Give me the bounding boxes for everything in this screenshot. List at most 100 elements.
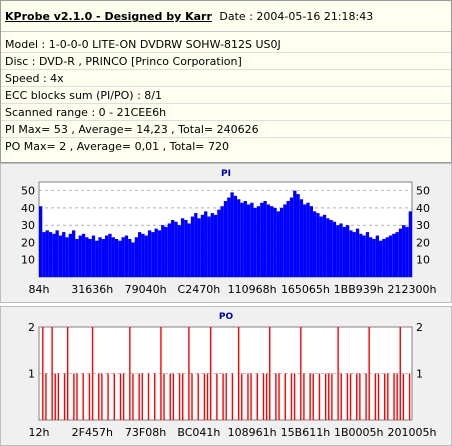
- data-bar: [260, 202, 264, 277]
- data-bar: [68, 233, 73, 277]
- data-bar: [329, 220, 333, 277]
- data-bar: [309, 206, 313, 277]
- data-bar: [382, 239, 386, 277]
- data-bar: [154, 373, 156, 420]
- data-bar: [105, 235, 109, 277]
- data-bar: [124, 235, 129, 277]
- data-bar: [392, 233, 396, 277]
- data-bar: [63, 373, 66, 420]
- data-bar: [349, 373, 352, 420]
- x-tick-label: 2F457h: [72, 426, 113, 439]
- data-bar: [42, 232, 46, 277]
- data-bar: [368, 327, 370, 420]
- data-bar: [378, 240, 383, 277]
- data-bar: [58, 235, 63, 277]
- data-bar: [340, 373, 342, 420]
- data-bar: [107, 373, 109, 420]
- y-tick-label-left: 40: [21, 202, 35, 215]
- data-bar: [213, 214, 218, 277]
- data-bar: [243, 201, 247, 277]
- data-bar: [52, 233, 56, 277]
- data-bar: [164, 226, 168, 277]
- data-bar: [108, 233, 112, 277]
- y-tick-label-right: 10: [416, 254, 430, 267]
- data-bar: [91, 327, 94, 420]
- data-bar: [365, 232, 370, 277]
- data-bar: [51, 327, 53, 420]
- data-bar: [45, 230, 49, 277]
- data-bar: [45, 373, 47, 420]
- data-bar: [147, 373, 150, 420]
- data-bar: [356, 373, 358, 420]
- data-bar: [111, 237, 115, 277]
- data-bar: [349, 230, 353, 277]
- data-bar: [396, 373, 398, 420]
- data-bar: [322, 214, 327, 277]
- data-bar: [76, 373, 78, 420]
- data-bar: [55, 230, 59, 277]
- data-bar: [374, 373, 377, 420]
- x-tick-label: C2470h: [178, 283, 221, 296]
- disc-info: Disc : DVD-R , PRINCO [Princo Corporatio…: [5, 55, 242, 68]
- data-bar: [217, 209, 221, 277]
- data-bar: [88, 373, 91, 420]
- data-bar: [256, 206, 261, 277]
- data-bar: [73, 373, 75, 420]
- data-bar: [101, 239, 106, 277]
- po-stats: PO Max= 2 , Average= 0,01 , Total= 720: [5, 140, 229, 153]
- data-bar: [122, 373, 125, 420]
- data-bar: [306, 202, 310, 277]
- data-bar: [262, 373, 265, 420]
- data-bar: [256, 373, 258, 420]
- x-tick-label: 1BB939h: [334, 283, 384, 296]
- data-bar: [172, 373, 175, 420]
- data-bar: [203, 373, 206, 420]
- x-tick-label: 212300h: [388, 283, 437, 296]
- data-bar: [336, 225, 340, 277]
- data-bar: [206, 373, 209, 420]
- data-bar: [233, 195, 238, 277]
- app-title: KProbe v2.1.0 - Designed by Karr: [5, 10, 212, 23]
- data-bar: [48, 232, 53, 277]
- y-tick-label-right: 50: [416, 185, 430, 198]
- data-bar: [246, 204, 251, 277]
- data-bar: [39, 206, 43, 277]
- data-bar: [393, 373, 395, 420]
- data-bar: [42, 327, 44, 420]
- data-bar: [187, 223, 191, 277]
- data-bar: [85, 237, 89, 277]
- data-bar: [388, 235, 393, 277]
- data-bar: [209, 327, 212, 420]
- data-bar: [169, 373, 171, 420]
- data-bar: [337, 327, 339, 420]
- data-bar: [312, 211, 317, 277]
- data-bar: [191, 373, 193, 420]
- data-bar: [286, 201, 290, 277]
- x-tick-label: 201005h: [388, 426, 437, 439]
- data-bar: [157, 230, 162, 277]
- data-bar: [299, 199, 304, 277]
- y-tick-label-left: 20: [21, 236, 35, 249]
- data-bar: [345, 225, 350, 277]
- data-bar: [188, 327, 190, 420]
- x-tick-label: 12h: [29, 426, 50, 439]
- po-chart-title: PO: [218, 312, 234, 322]
- pi-stats: PI Max= 53 , Average= 14,23 , Total= 240…: [5, 123, 259, 136]
- data-bar: [365, 373, 367, 420]
- data-bar: [114, 239, 119, 277]
- data-bar: [98, 237, 102, 277]
- data-bar: [91, 235, 96, 277]
- data-bar: [231, 373, 234, 420]
- data-bar: [160, 327, 162, 420]
- data-bar: [154, 228, 158, 277]
- data-bar: [147, 230, 152, 277]
- data-bar: [387, 373, 389, 420]
- data-bar: [385, 237, 389, 277]
- x-tick-label: 79040h: [125, 283, 167, 296]
- data-bar: [309, 373, 311, 420]
- data-bar: [54, 373, 56, 420]
- data-bar: [171, 220, 175, 277]
- data-bar: [220, 206, 224, 277]
- data-bar: [270, 206, 274, 277]
- data-bar: [355, 228, 360, 277]
